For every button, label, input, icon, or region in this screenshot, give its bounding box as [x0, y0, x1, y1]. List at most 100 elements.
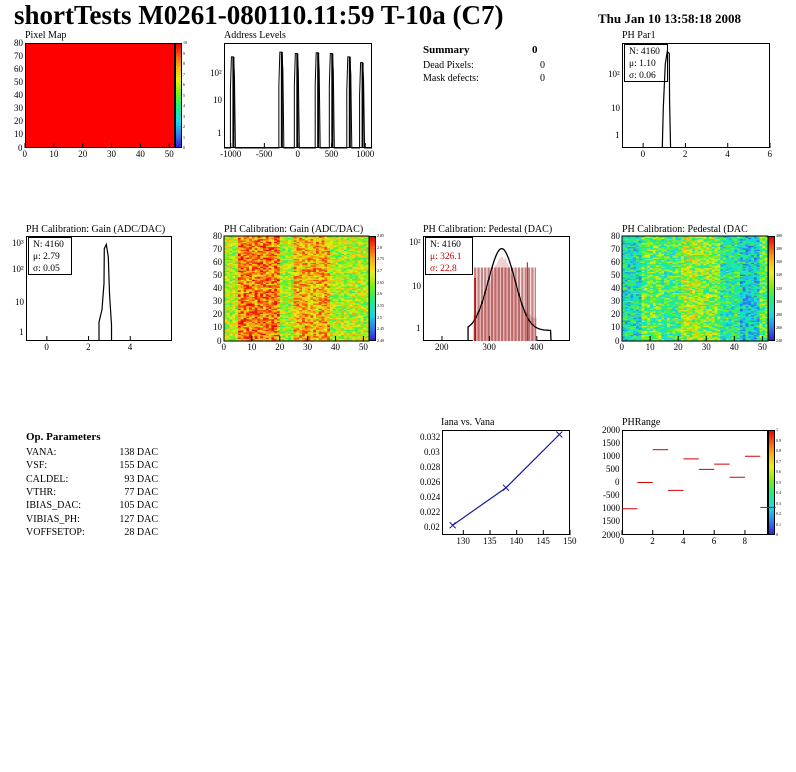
gain-map-cell	[304, 263, 309, 266]
gain-map-cell	[355, 241, 359, 244]
gain-map-cell	[232, 285, 236, 288]
pedestal-map-cell	[641, 329, 646, 332]
gain-map-cell	[332, 313, 337, 316]
gain-map-cell	[324, 326, 328, 329]
gain-map-cell	[296, 322, 300, 325]
gain-map-cell	[321, 285, 325, 288]
gain-map-cell	[316, 266, 320, 269]
pedestal-map-cell	[627, 306, 632, 309]
gain-map-cell	[327, 237, 331, 240]
gain-map-cell	[302, 246, 306, 249]
pedestal-map-cell	[633, 292, 637, 295]
gain-map-cell	[302, 316, 306, 318]
pedestal-map-cell	[638, 254, 643, 257]
gain-map-cell	[257, 300, 261, 303]
gain-map-cell	[327, 310, 331, 313]
gain-map-cell	[243, 287, 247, 290]
gain-map-cell	[363, 258, 367, 261]
pixel-map-palette-label: 3	[183, 113, 185, 119]
gain-map-cell	[355, 247, 359, 250]
gain-map-cell	[271, 264, 275, 267]
gain-map-cell	[343, 271, 348, 274]
gain-map-cell	[332, 239, 337, 242]
gain-map-cell	[279, 237, 284, 240]
gain-map-cell	[268, 313, 273, 316]
gain-map-cell	[316, 327, 320, 330]
gain-map-cell	[260, 241, 264, 244]
gain-map-cell	[235, 309, 239, 312]
gain-map-cell	[282, 322, 286, 325]
gain-map-cell	[296, 281, 300, 284]
pedestal-map-cell	[630, 327, 634, 330]
gain-map-cell	[327, 287, 331, 290]
gain-map-cell	[304, 308, 309, 311]
gain-map-cell	[271, 338, 275, 341]
gain-map-cell	[318, 309, 323, 312]
gain-map-cell	[224, 254, 228, 257]
gain-map-cell	[226, 310, 231, 313]
gain-map-cell	[318, 243, 323, 246]
gain-map-cell	[329, 253, 334, 255]
ph-par1-stats: N: 4160 μ: 1.10 σ: 0.06	[624, 44, 668, 82]
gain-map-cell	[246, 276, 250, 279]
gain-map-cell	[285, 289, 289, 292]
gain-map-cell	[265, 267, 270, 270]
pedestal-map-cell	[624, 246, 629, 249]
pedestal-map-cell	[633, 329, 637, 332]
gain-map-cell	[316, 293, 320, 296]
gain-map-cell	[249, 280, 253, 283]
gain-map-cell	[274, 306, 278, 309]
pedestal-map-cell	[638, 237, 643, 240]
pedestal-map-cell	[636, 316, 640, 318]
gain-map-cell	[251, 337, 256, 339]
gain-map-cell	[313, 321, 317, 324]
gain-map-cell	[313, 243, 317, 246]
gain-map-cell	[335, 236, 339, 238]
gain-map-cell	[279, 317, 284, 320]
gain-map-cell	[327, 279, 331, 282]
gain-map-cell	[288, 280, 292, 283]
gain-map-cell	[271, 335, 275, 338]
gain-map-cell	[349, 263, 353, 266]
gain-map-cell	[302, 271, 306, 274]
gain-map-cell	[352, 266, 356, 269]
gain-map-cell	[235, 280, 239, 283]
gain-map-cell	[316, 250, 320, 253]
gain-map-cell	[254, 337, 259, 339]
pixel-map-ytick-label: 60	[14, 63, 23, 74]
gain-map-cell	[240, 250, 245, 253]
gain-map-cell	[232, 335, 236, 338]
gain-map-cell	[349, 301, 353, 304]
gain-map-cell	[276, 259, 281, 262]
pixel-map-xtick-label: 0	[22, 149, 28, 159]
gain-map-cell	[360, 317, 365, 320]
gain-map-cell	[249, 309, 253, 312]
pixel-map-plot[interactable]	[25, 43, 175, 148]
gain-map-cell	[240, 284, 245, 287]
gain-map-cell	[349, 305, 353, 308]
gain-map-cell	[271, 287, 275, 290]
pedestal-map-cell	[627, 281, 632, 284]
gain-map-cell	[360, 291, 365, 294]
pedestal-map-cell	[627, 326, 632, 329]
gain-map-cell	[274, 264, 278, 267]
gain-map-cell	[285, 259, 289, 262]
mask-defects-value: 0	[540, 73, 545, 84]
pedestal-map-cell	[627, 253, 632, 255]
gain-map-cell	[363, 276, 367, 279]
pedestal-map-cell	[622, 245, 626, 248]
gain-map-cell	[268, 243, 273, 246]
pedestal-map-cell	[624, 292, 629, 295]
gain-map-cell	[288, 279, 292, 282]
address-level-peak	[232, 56, 235, 148]
gain-map-cell	[357, 322, 362, 325]
gain-map-cell	[321, 241, 325, 244]
gain-map-cell	[293, 239, 298, 242]
gain-map-cell	[304, 253, 309, 255]
gain-map-cell	[243, 266, 247, 269]
pedestal-map-cell	[636, 301, 640, 304]
pedestal-map-cell	[636, 280, 640, 283]
gain-map-cell	[235, 258, 239, 261]
gain-map-cell	[235, 239, 239, 242]
pedestal-map-cell	[622, 323, 626, 326]
